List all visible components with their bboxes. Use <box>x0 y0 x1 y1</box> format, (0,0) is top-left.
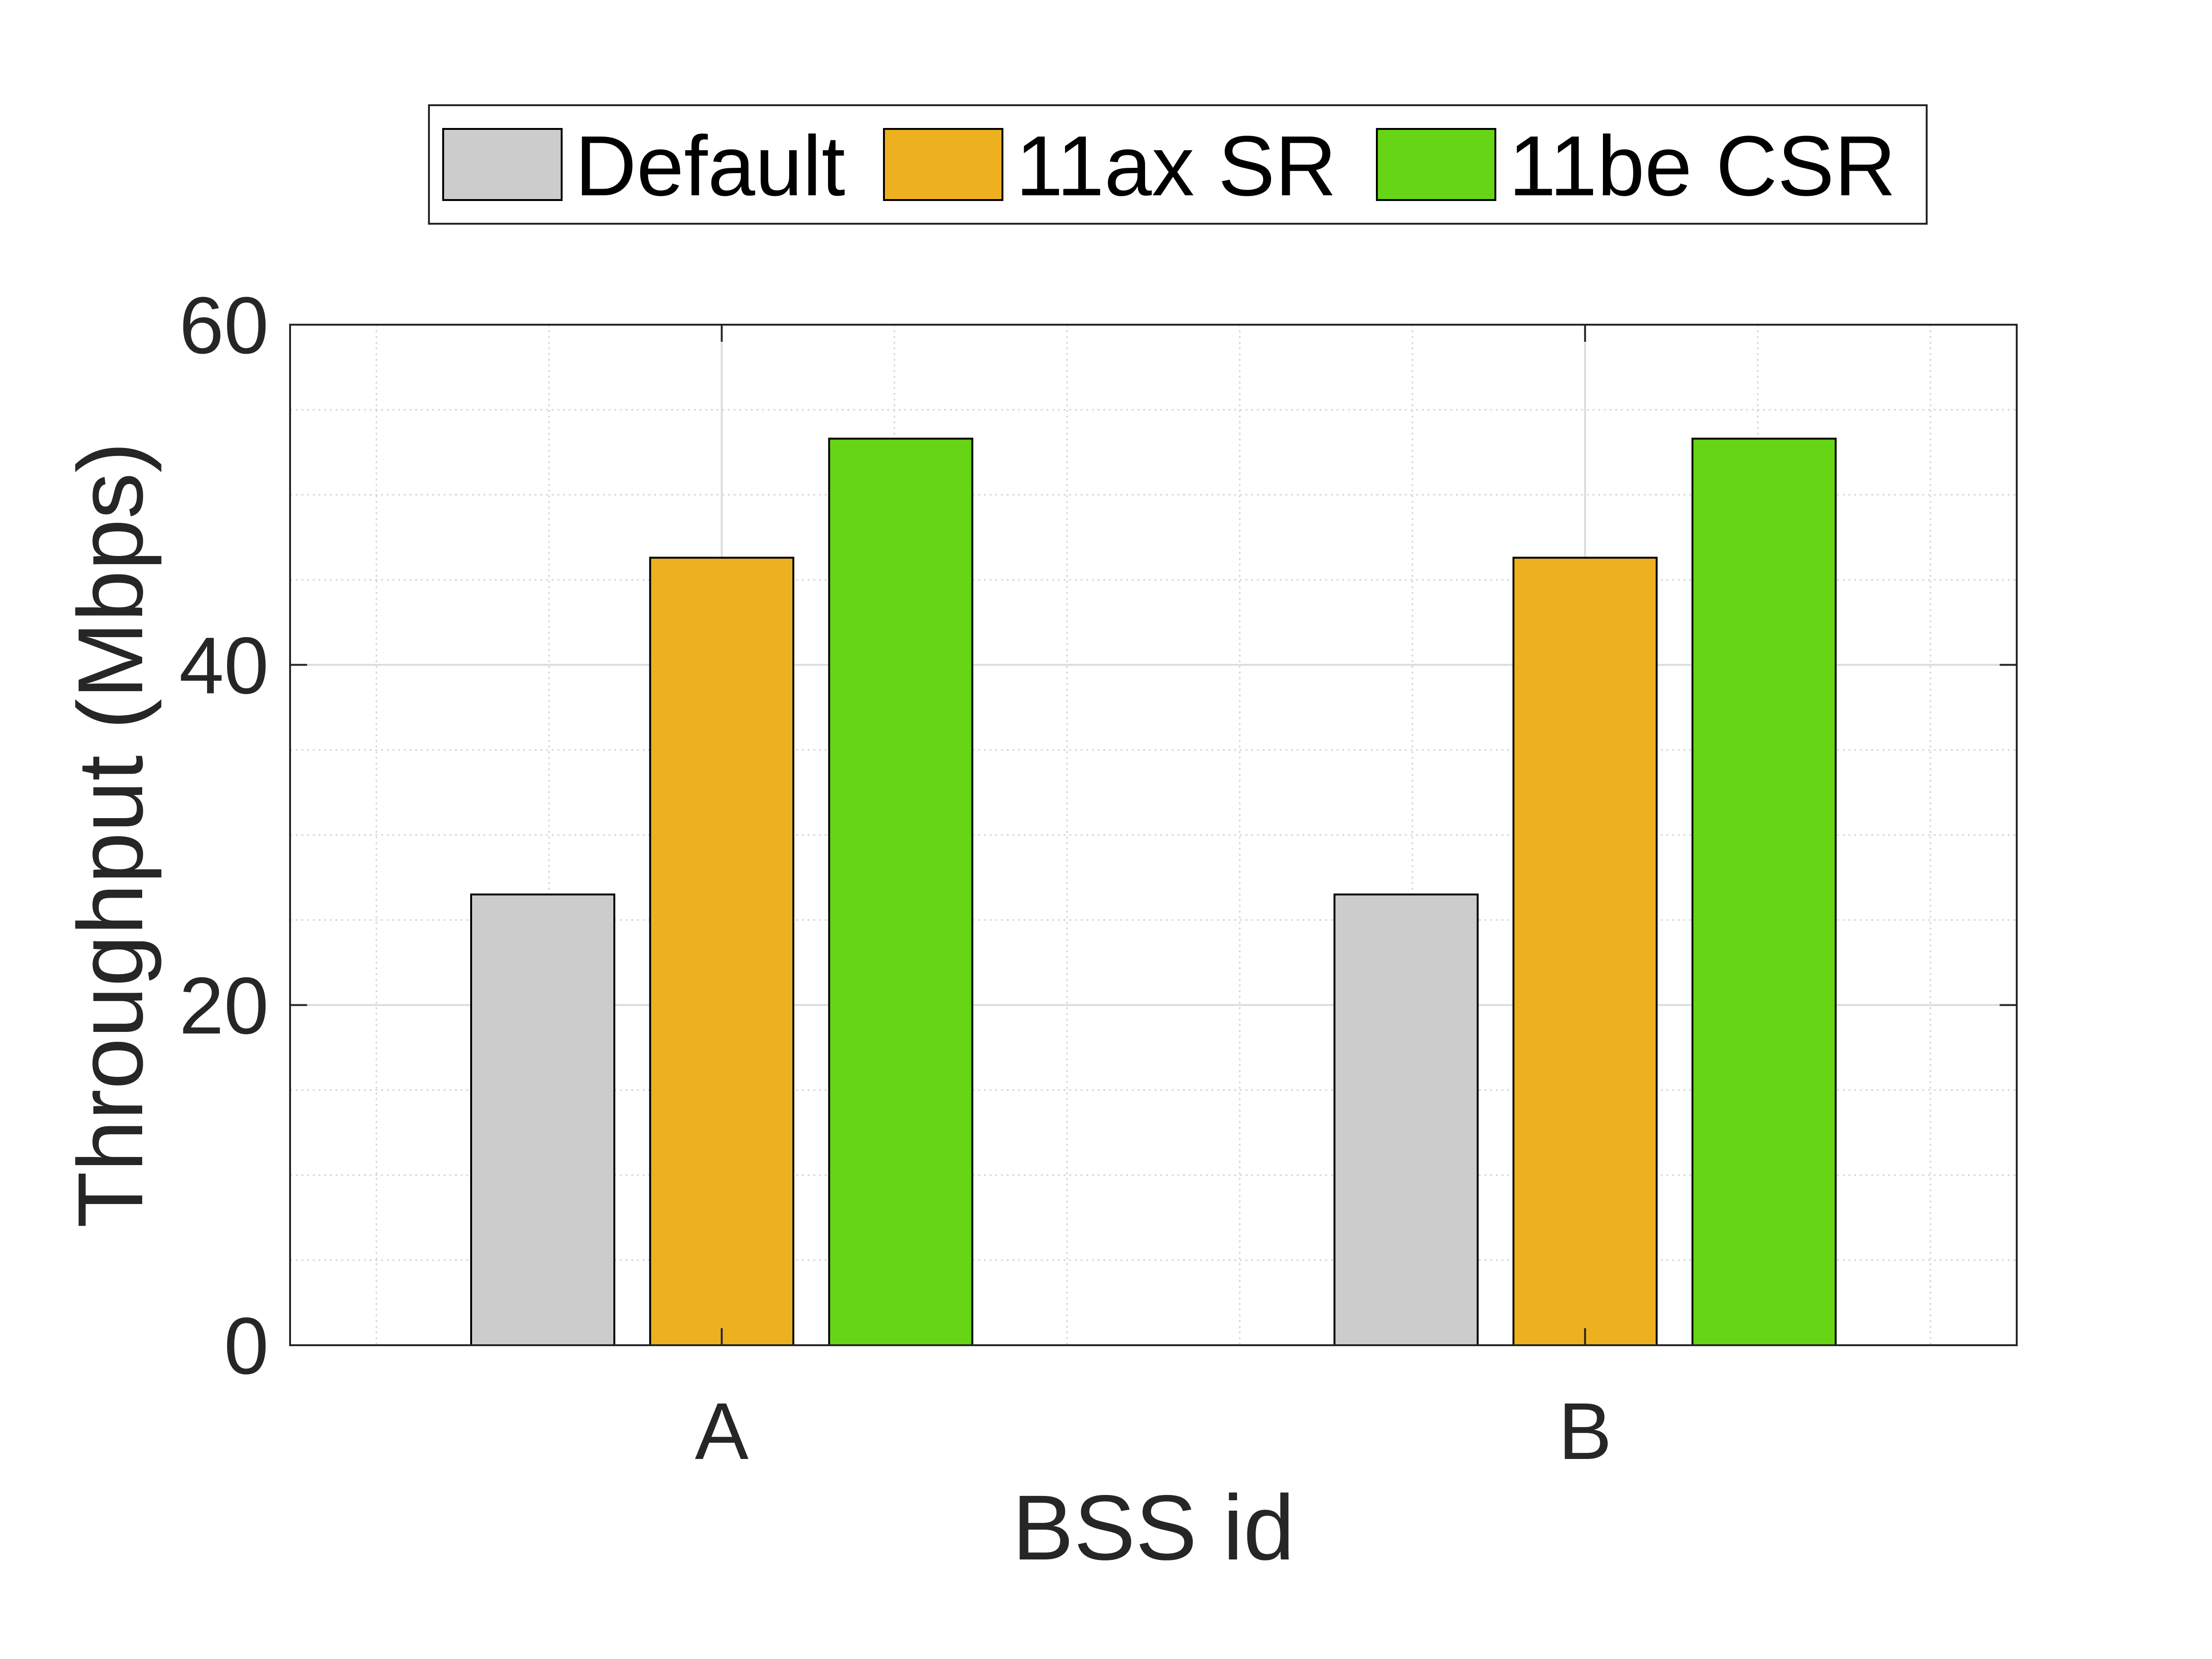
bar-11be-csr-a <box>828 438 974 1346</box>
legend-swatch-11be-csr <box>1376 128 1496 201</box>
y-axis-label: Throughput (Mbps) <box>59 442 162 1228</box>
legend-swatch-default <box>442 128 563 201</box>
y-tick-label: 0 <box>224 1301 269 1391</box>
legend-label-11be-csr: 11be CSR <box>1509 118 1896 214</box>
y-tick-label: 60 <box>179 281 269 371</box>
legend: Default 11ax SR 11be CSR <box>428 104 1928 225</box>
axis-ticks: 0 20 40 60 A B <box>179 281 2017 1477</box>
bar-11ax-sr-a <box>649 556 794 1346</box>
x-tick-label: A <box>695 1386 749 1477</box>
bar-default-a <box>470 893 616 1346</box>
legend-label-default: Default <box>575 118 845 214</box>
y-tick-label: 40 <box>179 621 269 711</box>
plot-frame <box>289 324 2018 1346</box>
bar-default-b <box>1333 893 1479 1346</box>
bar-11ax-sr-b <box>1512 556 1658 1346</box>
x-tick-label: B <box>1558 1386 1612 1477</box>
x-axis-label: BSS id <box>1012 1476 1294 1579</box>
bar-11be-csr-b <box>1691 438 1837 1346</box>
legend-label-11ax-sr: 11ax SR <box>1016 118 1337 214</box>
legend-swatch-11ax-sr <box>883 128 1003 201</box>
bars <box>470 438 1837 1346</box>
legend-box <box>428 104 1928 225</box>
y-tick-label: 20 <box>179 961 269 1051</box>
